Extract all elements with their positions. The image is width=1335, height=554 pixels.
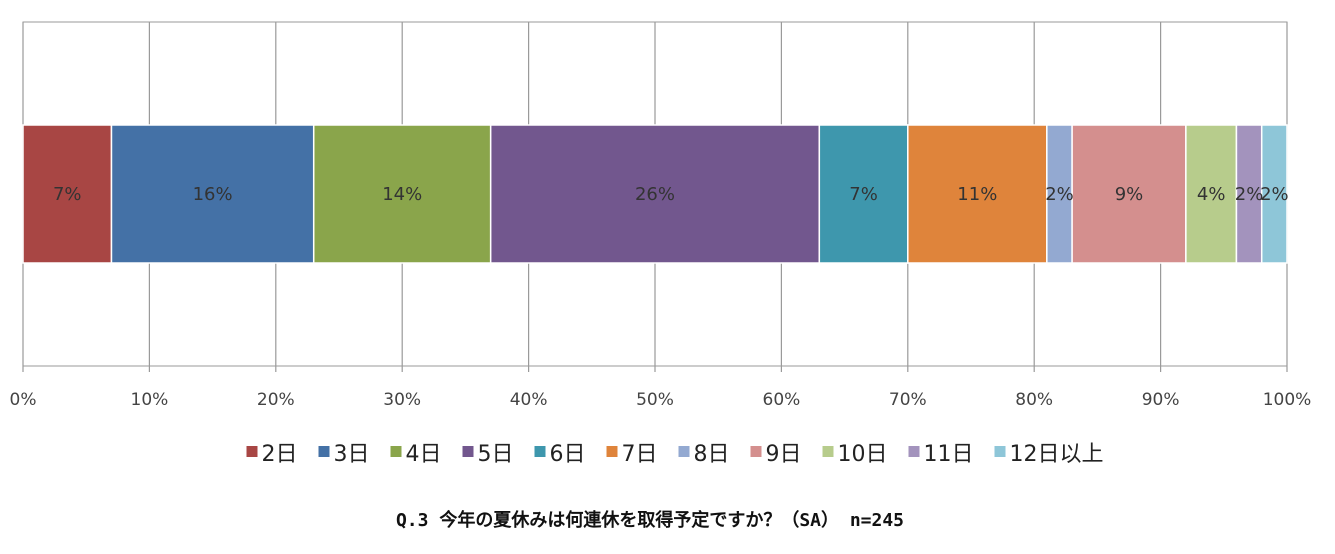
legend-label: 10日 [838, 442, 888, 467]
x-tick-label: 90% [1142, 390, 1180, 410]
bar-segment [1235, 124, 1263, 264]
legend-label: 7日 [622, 442, 658, 467]
legend-label: 11日 [924, 442, 974, 467]
data-label: 2% [1045, 184, 1074, 205]
x-tick-label: 0% [10, 390, 37, 410]
data-label: 11% [957, 184, 997, 205]
bar-segment [110, 124, 315, 264]
data-label: 2% [1260, 184, 1289, 205]
data-label: 4% [1197, 184, 1226, 205]
legend-label: 8日 [694, 442, 730, 467]
x-tick-label: 100% [1263, 390, 1312, 410]
data-label: 16% [193, 184, 233, 205]
x-tick-label: 30% [383, 390, 421, 410]
x-tick-label: 60% [763, 390, 801, 410]
legend-swatch [822, 446, 834, 457]
chart-title: Q.3 今年の夏休みは何連休を取得予定ですか？（SA） n=245 [396, 509, 904, 531]
bar-segment [1071, 124, 1187, 264]
legend-label: 3日 [334, 442, 370, 467]
legend-label: 6日 [550, 442, 586, 467]
bar-segment [1260, 124, 1288, 264]
bar-segment [1046, 124, 1073, 264]
x-tick-label: 80% [1015, 390, 1053, 410]
data-label: 14% [382, 184, 422, 205]
data-label: 9% [1115, 184, 1144, 205]
legend-label: 4日 [406, 442, 442, 467]
legend-swatch [534, 446, 546, 457]
legend-label: 2日 [262, 442, 298, 467]
bar-segment [907, 124, 1048, 264]
legend-swatch [994, 446, 1006, 457]
legend-swatch [606, 446, 618, 457]
x-axis-ticks: 0% 10% 20% 30% 40% 50% 60% 70% 80% 90% 100% [10, 390, 1312, 410]
x-tick-label: 10% [131, 390, 169, 410]
data-label: 7% [53, 184, 82, 205]
bar-segments [22, 124, 1288, 264]
legend-swatch [908, 446, 920, 457]
bar-segment [22, 124, 113, 264]
data-label: 26% [635, 184, 675, 205]
legend-swatch [750, 446, 762, 457]
x-tick-label: 20% [257, 390, 295, 410]
legend-swatch [678, 446, 690, 457]
x-tick-label: 40% [510, 390, 548, 410]
legend-swatch [318, 446, 330, 457]
bar-segment [818, 124, 909, 264]
data-labels: 7% 16% 14% 26% 7% 11% 2% 9% 4% 2%2% [53, 184, 1289, 205]
x-tick-label: 70% [889, 390, 927, 410]
legend-label: 12日以上 [1010, 442, 1104, 467]
x-tick-label: 50% [636, 390, 674, 410]
data-label: 2% [1235, 184, 1264, 205]
legend-label: 5日 [478, 442, 514, 467]
legend-swatch [390, 446, 402, 457]
legend-swatch [246, 446, 258, 457]
legend-swatch [462, 446, 474, 457]
legend-label: 9日 [766, 442, 802, 467]
data-label: 7% [849, 184, 878, 205]
legend: 2日 3日 4日 5日 6日 7日 8日 9日 10日 11日 12日以上 [246, 442, 1104, 467]
